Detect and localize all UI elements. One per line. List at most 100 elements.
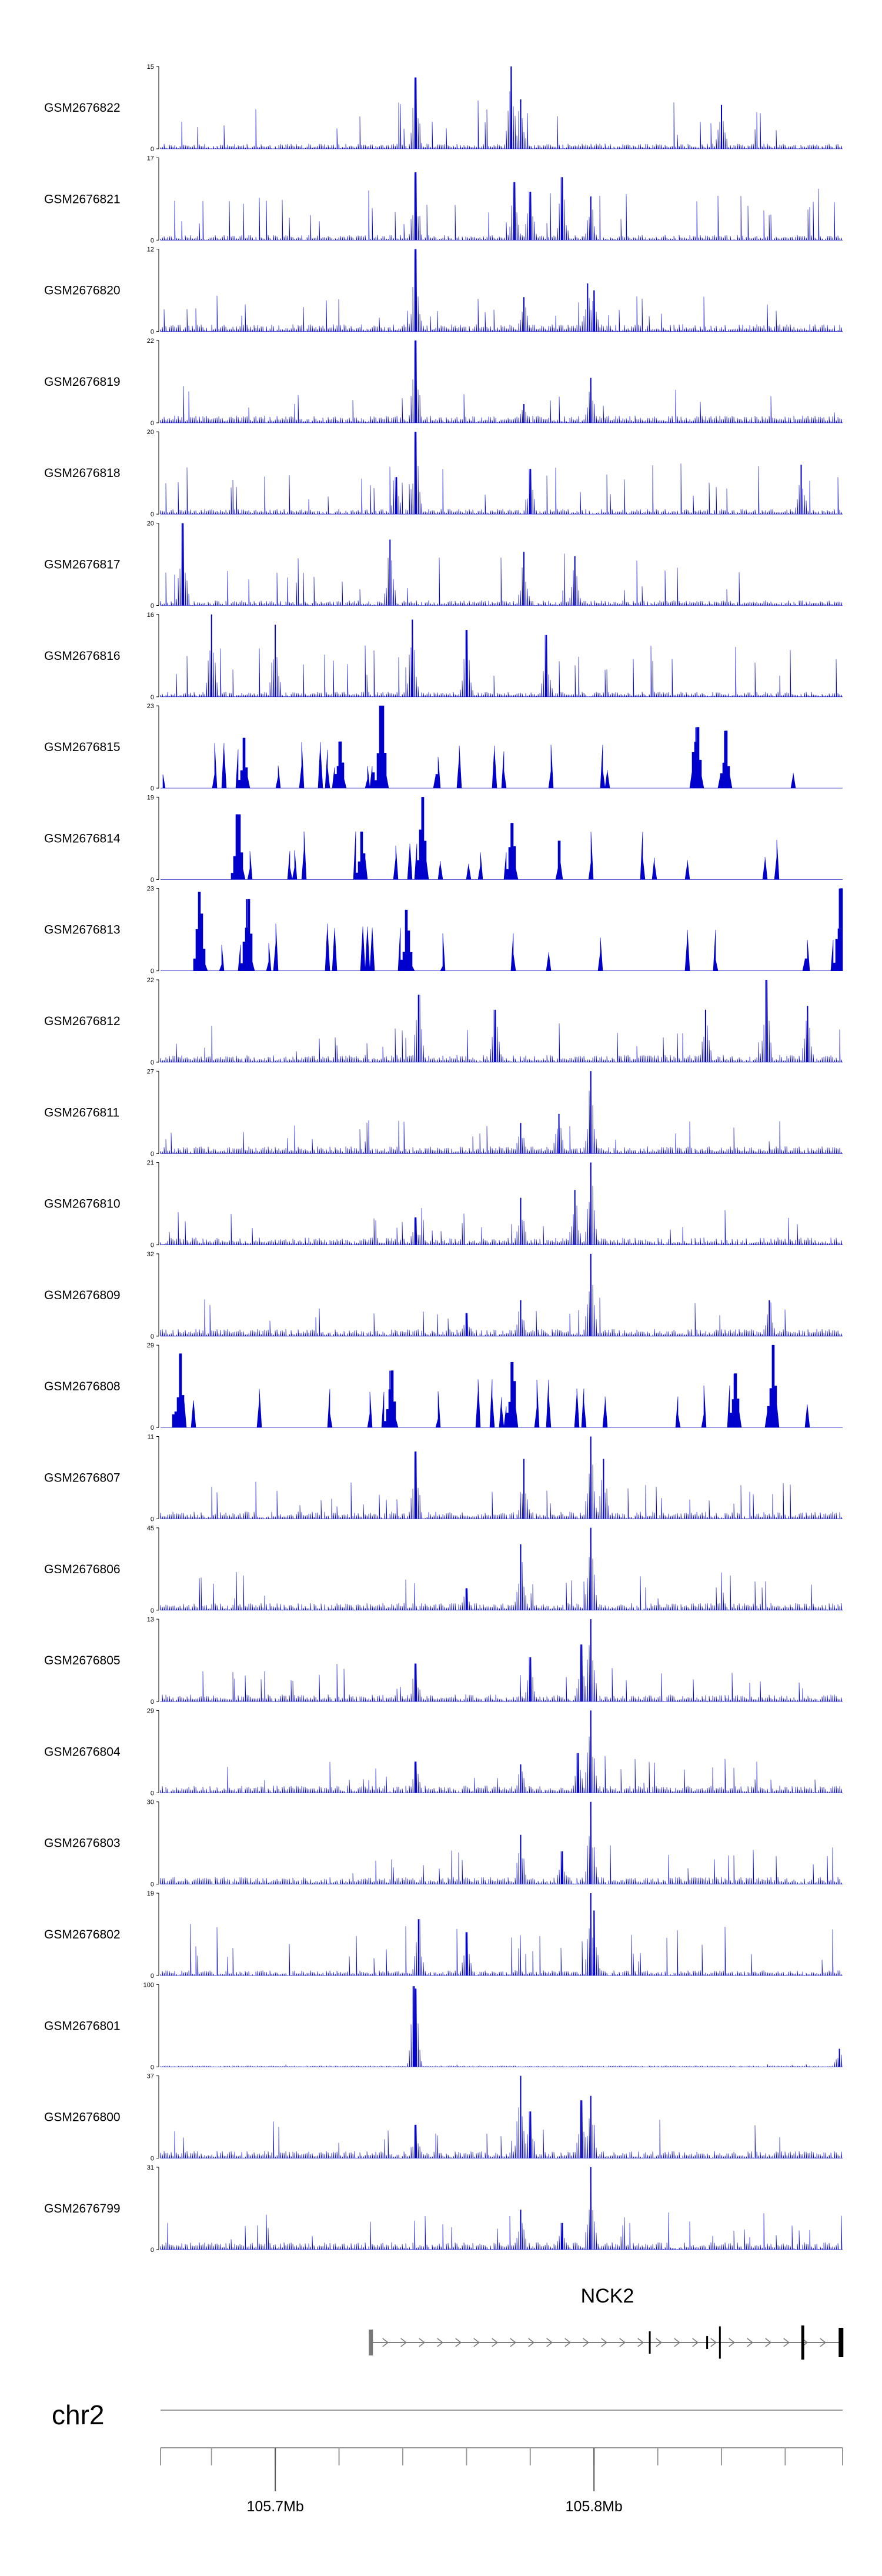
strand-arrow: [528, 2338, 534, 2347]
gene-exon: [369, 2330, 373, 2355]
track-label: GSM2676808: [44, 1380, 121, 1393]
y-axis-max-label: 21: [147, 1160, 154, 1167]
signal-area: [160, 1253, 843, 1337]
y-axis-min-label: 0: [151, 2064, 154, 2071]
signal-area: [160, 66, 843, 149]
y-axis-max-label: 23: [147, 886, 154, 893]
signal-area: [160, 432, 843, 515]
axis-major-tick-label: 105.8Mb: [566, 2498, 623, 2515]
signal-tracks: GSM2676822150GSM2676821170GSM2676820120G…: [44, 64, 843, 2254]
strand-arrow: [692, 2338, 699, 2347]
strand-arrow: [747, 2338, 753, 2347]
y-axis-max-label: 15: [147, 64, 154, 71]
strand-arrow: [473, 2338, 480, 2347]
y-axis-min-label: 0: [151, 968, 154, 975]
track-GSM2676819: GSM2676819 22 0: [44, 338, 843, 427]
y-axis-max-label: 37: [147, 2073, 154, 2080]
y-axis-max-label: 45: [147, 1525, 154, 1532]
track-label: GSM2676817: [44, 558, 121, 572]
strand-arrow: [455, 2338, 462, 2347]
track-GSM2676811: GSM2676811 27 0: [44, 1068, 843, 1157]
strand-arrow: [382, 2338, 389, 2347]
track-GSM2676810: GSM2676810 21 0: [44, 1160, 843, 1249]
track-label: GSM2676821: [44, 192, 121, 206]
signal-area: [160, 1071, 843, 1154]
y-axis-min-label: 0: [151, 511, 154, 518]
y-axis-min-label: 0: [151, 2247, 154, 2254]
strand-arrow: [510, 2338, 516, 2347]
gene-exon: [649, 2331, 651, 2354]
track-GSM2676814: GSM2676814 19 0: [44, 794, 843, 883]
track-label: GSM2676802: [44, 1928, 121, 1941]
signal-area: [160, 1801, 843, 1884]
track-label: GSM2676806: [44, 1563, 121, 1576]
strand-arrow: [583, 2338, 589, 2347]
track-label: GSM2676803: [44, 1837, 121, 1850]
y-axis-max-label: 16: [147, 612, 154, 619]
strand-arrow: [674, 2338, 680, 2347]
track-GSM2676806: GSM2676806 45 0: [44, 1525, 843, 1614]
y-axis-max-label: 29: [147, 1342, 154, 1349]
track-label: GSM2676811: [44, 1106, 119, 1119]
track-GSM2676802: GSM2676802 19 0: [44, 1890, 843, 1980]
y-axis-max-label: 27: [147, 1068, 154, 1075]
y-axis-min-label: 0: [151, 1333, 154, 1340]
signal-area: [160, 172, 843, 241]
y-axis-min-label: 0: [151, 694, 154, 701]
track-label: GSM2676800: [44, 2111, 121, 2124]
genome-axis-track: chr2 105.7Mb 105.8Mb: [52, 2400, 843, 2515]
y-axis-min-label: 0: [151, 1699, 154, 1706]
y-axis-min-label: 0: [151, 1790, 154, 1797]
signal-area: [161, 797, 843, 880]
track-GSM2676822: GSM2676822 15 0: [44, 64, 843, 153]
gene-annotation-track: NCK2: [369, 2285, 844, 2360]
track-GSM2676813: GSM2676813 23 0: [44, 886, 843, 975]
track-GSM2676805: GSM2676805 13 0: [44, 1616, 843, 1706]
y-axis-max-label: 11: [148, 1434, 154, 1441]
track-label: GSM2676804: [44, 1745, 121, 1759]
track-GSM2676799: GSM2676799 31 0: [44, 2164, 843, 2254]
y-axis-min-label: 0: [151, 1059, 154, 1066]
axis-major-tick-label: 105.7Mb: [246, 2498, 303, 2515]
y-axis-min-label: 0: [151, 329, 154, 336]
gene-exon: [706, 2336, 709, 2349]
track-GSM2676801: GSM2676801 100 0: [44, 1981, 843, 2071]
signal-area: [160, 2167, 843, 2250]
signal-area: [160, 249, 843, 332]
strand-arrow: [637, 2338, 644, 2347]
signal-area: [160, 1436, 843, 1519]
track-label: GSM2676813: [44, 923, 121, 937]
y-axis-max-label: 19: [147, 1890, 154, 1897]
signal-area: [160, 340, 843, 423]
y-axis-min-label: 0: [151, 785, 154, 792]
signal-area: [161, 1344, 843, 1428]
chromosome-label: chr2: [52, 2400, 104, 2430]
track-label: GSM2676815: [44, 740, 121, 754]
track-GSM2676803: GSM2676803 30 0: [44, 1799, 843, 1888]
y-axis-max-label: 13: [147, 1616, 154, 1623]
track-label: GSM2676805: [44, 1654, 121, 1667]
y-axis-max-label: 19: [147, 794, 154, 801]
track-label: GSM2676816: [44, 649, 121, 663]
y-axis-min-label: 0: [151, 420, 154, 427]
gene-exon: [801, 2325, 804, 2360]
track-GSM2676800: GSM2676800 37 0: [44, 2073, 843, 2163]
strand-arrow: [564, 2338, 571, 2347]
track-GSM2676821: GSM2676821 17 0: [44, 155, 843, 244]
strand-arrow: [492, 2338, 498, 2347]
track-label: GSM2676807: [44, 1471, 121, 1485]
y-axis-max-label: 100: [143, 1981, 154, 1988]
signal-area: [160, 1986, 843, 2067]
track-label: GSM2676810: [44, 1197, 121, 1211]
gene-name-label: NCK2: [581, 2285, 634, 2307]
track-GSM2676812: GSM2676812 22 0: [44, 977, 843, 1066]
track-GSM2676817: GSM2676817 20 0: [44, 520, 843, 610]
track-label: GSM2676818: [44, 466, 121, 480]
track-GSM2676816: GSM2676816 16 0: [44, 612, 843, 701]
y-axis-min-label: 0: [151, 1973, 154, 1980]
strand-arrow: [437, 2338, 443, 2347]
gene-exon: [838, 2328, 844, 2357]
track-GSM2676808: GSM2676808 29 0: [44, 1342, 843, 1432]
strand-arrow: [765, 2338, 771, 2347]
y-axis-min-label: 0: [151, 876, 154, 883]
